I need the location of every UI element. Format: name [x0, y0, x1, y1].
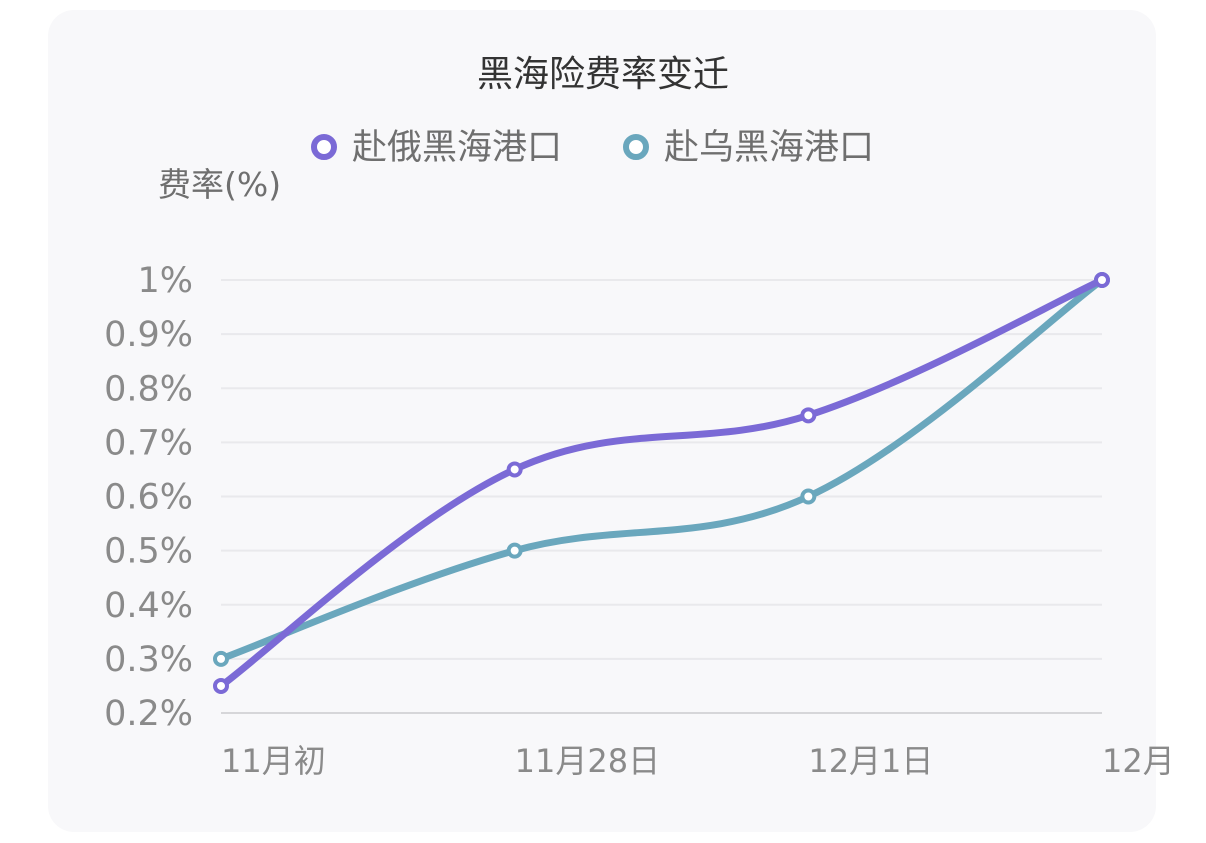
data-point-series-1	[506, 542, 523, 559]
x-tick-label: 12月1日	[808, 742, 933, 780]
x-tick-label: 11月28日	[515, 742, 660, 780]
series-lines	[217, 276, 1106, 690]
legend-marker-russia	[311, 134, 337, 160]
y-tick-label: 0.3%	[104, 640, 193, 680]
grid	[221, 279, 1102, 714]
x-tick-label: 12月	[1102, 742, 1175, 780]
legend: 赴俄黑海港口 赴乌黑海港口	[311, 128, 874, 168]
y-tick-label: 1%	[137, 261, 193, 301]
y-tick-label: 0.8%	[104, 369, 193, 409]
y-tick-label: 0.7%	[104, 423, 193, 463]
y-axis-label: 费率(%)	[158, 165, 281, 204]
data-point-series-1	[213, 650, 229, 667]
data-point-series-0	[506, 461, 523, 478]
data-point-series-1	[800, 488, 817, 505]
series-line-0	[217, 276, 1106, 690]
y-tick-label: 0.5%	[104, 532, 193, 572]
legend-marker-ukraine	[623, 134, 649, 160]
data-point-series-0	[1094, 272, 1110, 288]
legend-label-ukraine: 赴乌黑海港口	[664, 128, 874, 168]
chart-card	[48, 10, 1156, 832]
x-tick-label: 11月初	[221, 742, 326, 780]
y-tick-label: 0.2%	[104, 694, 193, 734]
chart-title: 黑海险费率变迁	[477, 54, 729, 95]
data-point-series-0	[800, 407, 817, 424]
y-tick-label: 0.9%	[104, 315, 193, 355]
y-tick-label: 0.6%	[104, 478, 193, 518]
x-tick-labels: 11月初 11月28日 12月1日 12月	[221, 742, 1175, 780]
data-point-series-0	[213, 677, 229, 694]
legend-label-russia: 赴俄黑海港口	[352, 128, 562, 168]
series-line-1	[217, 276, 1106, 663]
y-tick-label: 0.4%	[104, 586, 193, 626]
y-tick-labels: 1% 0.9% 0.8% 0.7% 0.6% 0.5% 0.4% 0.3% 0.2%	[104, 261, 193, 734]
series-points	[213, 272, 1110, 694]
